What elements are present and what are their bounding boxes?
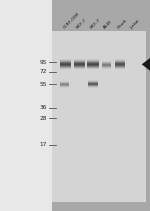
Bar (60, 60, 71, 61)
Bar (87, 59, 99, 60)
Bar (88, 87, 98, 88)
Bar (74, 62, 85, 63)
Bar (60, 81, 69, 82)
Text: A549: A549 (103, 19, 113, 30)
Bar (115, 68, 125, 69)
Bar (74, 65, 85, 66)
Bar (115, 61, 125, 62)
Bar (102, 64, 111, 65)
Bar (60, 84, 69, 85)
Bar (74, 59, 85, 60)
Bar (88, 86, 98, 87)
Bar (60, 85, 69, 86)
Text: Daudi: Daudi (116, 18, 128, 30)
Bar (115, 66, 125, 67)
Bar (74, 64, 85, 65)
Text: 17: 17 (40, 142, 47, 147)
Bar (60, 83, 69, 84)
Bar (60, 68, 71, 69)
Bar (60, 65, 71, 66)
Bar (88, 84, 98, 85)
Bar (102, 63, 111, 64)
Bar (74, 63, 85, 64)
Bar (52, 31, 146, 202)
Polygon shape (142, 58, 150, 71)
Bar (102, 66, 111, 67)
Bar (88, 82, 98, 83)
Bar (74, 67, 85, 68)
Bar (60, 64, 71, 65)
Bar (88, 83, 98, 84)
Bar (74, 68, 85, 69)
Text: 95: 95 (40, 60, 47, 65)
Bar (87, 68, 99, 69)
Bar (87, 61, 99, 62)
Bar (115, 64, 125, 65)
Bar (115, 67, 125, 68)
Bar (115, 62, 125, 63)
Bar (74, 66, 85, 67)
Bar (60, 67, 71, 68)
Text: 28: 28 (40, 116, 47, 121)
Bar (60, 66, 71, 67)
Bar (60, 63, 71, 64)
Bar (102, 67, 111, 68)
Bar (87, 63, 99, 64)
Bar (0, 0, 52, 211)
Bar (60, 62, 71, 63)
Bar (60, 82, 69, 83)
Bar (74, 60, 85, 61)
Bar (87, 67, 99, 68)
Bar (87, 65, 99, 66)
Bar (74, 61, 85, 62)
Bar (115, 60, 125, 61)
Text: 36: 36 (40, 105, 47, 110)
Bar (87, 66, 99, 67)
Bar (88, 81, 98, 82)
Bar (102, 61, 111, 62)
Bar (102, 68, 111, 69)
Bar (115, 59, 125, 60)
Text: 72: 72 (40, 69, 47, 74)
Bar (60, 87, 69, 88)
Bar (60, 86, 69, 87)
Bar (102, 65, 111, 66)
Text: CCRF-CEM: CCRF-CEM (62, 12, 80, 30)
Bar (60, 61, 71, 62)
Bar (88, 85, 98, 86)
Bar (87, 60, 99, 61)
Bar (88, 80, 98, 81)
Text: 55: 55 (40, 82, 47, 87)
Bar (60, 59, 71, 60)
Text: MCF-7: MCF-7 (76, 18, 88, 30)
Bar (115, 65, 125, 66)
Bar (102, 62, 111, 63)
Text: Jurkat: Jurkat (130, 18, 141, 30)
Bar (87, 64, 99, 65)
Bar (115, 63, 125, 64)
Text: MCF-7: MCF-7 (89, 18, 101, 30)
Bar (87, 62, 99, 63)
